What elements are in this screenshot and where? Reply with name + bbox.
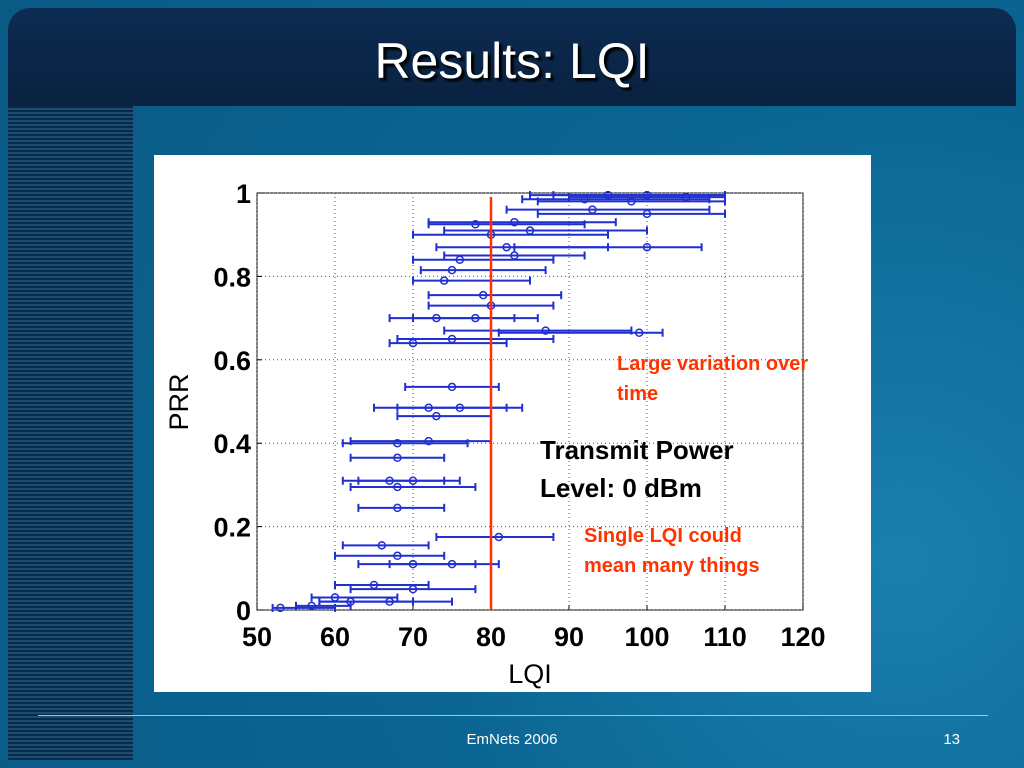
point — [580, 195, 589, 204]
y-tick-label: 1 — [236, 179, 251, 209]
point — [627, 197, 636, 206]
point — [393, 453, 402, 463]
page-number: 13 — [943, 731, 960, 748]
point — [510, 251, 519, 260]
point — [408, 559, 418, 569]
x-tick-label: 110 — [703, 622, 747, 652]
x-tick-label: 60 — [320, 622, 350, 652]
x-tick-label: 80 — [476, 622, 506, 652]
footer: EmNets 2006 — [466, 731, 558, 748]
x-tick-label: 50 — [242, 622, 272, 652]
footer-line — [38, 715, 988, 716]
point — [447, 265, 457, 275]
point — [502, 242, 511, 252]
point — [455, 403, 465, 413]
point — [525, 226, 535, 235]
point — [408, 338, 418, 348]
y-axis-label: PRR — [164, 373, 194, 430]
side-stripe — [8, 106, 133, 760]
x-tick-label: 70 — [398, 622, 428, 652]
point — [447, 382, 457, 392]
point — [510, 217, 519, 227]
point — [541, 326, 550, 335]
point — [307, 601, 316, 611]
x-axis-label: LQI — [508, 659, 552, 689]
point — [393, 503, 402, 513]
y-tick-label: 0 — [236, 596, 251, 626]
point — [424, 436, 433, 446]
annotation: Large variation over time — [617, 353, 808, 405]
x-tick-label: 100 — [624, 622, 669, 652]
y-tick-label: 0.2 — [213, 513, 251, 543]
annotation: Transmit Power Level: 0 dBm — [540, 435, 734, 503]
point — [634, 328, 644, 337]
y-tick-label: 0.6 — [213, 346, 251, 376]
x-tick-label: 90 — [554, 622, 584, 652]
point — [276, 603, 285, 613]
point — [471, 220, 480, 229]
point — [393, 551, 402, 561]
point — [471, 313, 480, 323]
y-tick-label: 0.8 — [213, 262, 251, 292]
point — [478, 290, 488, 300]
point — [494, 532, 504, 542]
plot-area — [256, 192, 804, 611]
point — [393, 482, 402, 492]
point — [385, 597, 394, 606]
point — [432, 411, 441, 421]
point — [393, 438, 402, 448]
point — [408, 584, 418, 594]
point — [377, 541, 387, 550]
point — [408, 476, 418, 485]
y-tick-label: 0.4 — [213, 429, 251, 459]
point — [439, 276, 449, 285]
title-bar — [8, 8, 1016, 106]
point — [642, 209, 652, 219]
x-tick-label: 120 — [780, 622, 825, 652]
slide-title: Results: LQI — [374, 33, 650, 89]
annotation: Single LQI could mean many things — [584, 525, 760, 577]
point — [642, 242, 652, 252]
